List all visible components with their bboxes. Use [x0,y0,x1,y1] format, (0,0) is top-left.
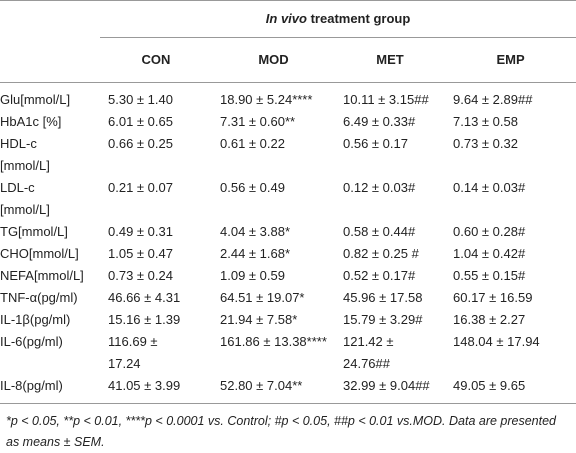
value-cell: 0.61 ± 0.22 [220,136,285,151]
row-label: HDL-c [mmol/L] [0,136,50,173]
row-label: TG[mmol/L] [0,224,68,239]
table-row: TG[mmol/L] 0.49 ± 0.31 4.04 ± 3.88* 0.58 ± … [0,221,576,243]
value-cell: 6.49 ± 0.33# [343,114,416,129]
value-cell: 18.90 ± 5.24**** [220,92,313,107]
table-row: NEFA[mmol/L] 0.73 ± 0.24 1.09 ± 0.59 0.52 ±… [0,265,576,287]
column-header: MET [335,37,445,83]
row-label: NEFA[mmol/L] [0,268,84,283]
value-cell: 60.17 ± 16.59 [453,290,533,305]
table-row: Glu[mmol/L] 5.30 ± 1.40 18.90 ± 5.24**** 10… [0,83,576,112]
footnote: *p < 0.05, **p < 0.01, ****p < 0.0001 vs… [6,414,557,449]
group-title-rest: treatment group [310,11,411,26]
row-label: TNF-α(pg/ml) [0,290,78,305]
row-label: CHO[mmol/L] [0,246,79,261]
value-cell: 0.82 ± 0.25 # [343,246,419,261]
value-cell: 0.56 ± 0.17 [343,136,408,151]
table-row: IL-8(pg/ml) 41.05 ± 3.99 52.80 ± 7.04** 32.… [0,375,576,404]
value-cell: 116.69 ± 17.24 [108,334,158,371]
column-header: EMP [445,37,576,83]
value-cell: 9.64 ± 2.89## [453,92,533,107]
value-cell: 15.79 ± 3.29# [343,312,423,327]
value-cell: 1.04 ± 0.42# [453,246,526,261]
value-cell: 0.55 ± 0.15# [453,268,526,283]
group-title-italic: In vivo [265,11,307,26]
table-row: HbA1c [%] 6.01 ± 0.65 7.31 ± 0.60** 6.49 ± … [0,111,576,133]
value-cell: 46.66 ± 4.31 [108,290,181,305]
column-header: CON [100,37,212,83]
value-cell: 41.05 ± 3.99 [100,375,212,404]
value-cell: 64.51 ± 19.07* [220,290,305,305]
value-cell: 32.99 ± 9.04## [335,375,445,404]
data-table: In vivo treatment group CON MOD MET EMP Glu… [0,0,576,404]
value-cell: 0.21 ± 0.07 [108,180,173,195]
value-cell: 6.01 ± 0.65 [108,114,173,129]
row-label: Glu[mmol/L] [0,92,71,107]
value-cell: 10.11 ± 3.15## [343,92,429,107]
table-row: TNF-α(pg/ml) 46.66 ± 4.31 64.51 ± 19.07* 45… [0,287,576,309]
table-row: IL-1β(pg/ml) 15.16 ± 1.39 21.94 ± 7.58* 15.… [0,309,576,331]
value-cell: 1.09 ± 0.59 [220,268,285,283]
value-cell: 0.56 ± 0.49 [220,180,285,195]
value-cell: 7.31 ± 0.60** [220,114,296,129]
value-cell: 0.73 ± 0.32 [453,136,518,151]
value-cell: 121.42 ± 24.76## [343,334,394,371]
column-header: MOD [212,37,335,83]
value-cell: 148.04 ± 17.94 [453,334,540,349]
value-cell: 4.04 ± 3.88* [220,224,291,239]
table-row: HDL-c [mmol/L] 0.66 ± 0.25 0.61 ± 0.22 0.56… [0,133,576,177]
table-row: IL-6(pg/ml) 116.69 ± 17.24 161.86 ± 13.38*… [0,331,576,375]
table-row: CHO[mmol/L] 1.05 ± 0.47 2.44 ± 1.68* 0.82 ±… [0,243,576,265]
value-cell: 0.66 ± 0.25 [108,136,173,151]
value-cell: 16.38 ± 2.27 [453,312,526,327]
value-cell: 52.80 ± 7.04** [212,375,335,404]
value-cell: 0.60 ± 0.28# [453,224,526,239]
group-title: In vivo treatment group [100,0,576,38]
value-cell: 45.96 ± 17.58 [343,290,423,305]
value-cell: 0.12 ± 0.03# [343,180,416,195]
value-cell: 21.94 ± 7.58* [220,312,298,327]
value-cell: 1.05 ± 0.47 [108,246,173,261]
row-label: IL-8(pg/ml) [0,375,100,404]
value-cell: 161.86 ± 13.38**** [220,334,327,349]
value-cell: 0.73 ± 0.24 [108,268,173,283]
row-label: HbA1c [%] [0,114,62,129]
value-cell: 0.58 ± 0.44# [343,224,416,239]
value-cell: 0.14 ± 0.03# [453,180,526,195]
value-cell: 0.52 ± 0.17# [343,268,416,283]
value-cell: 2.44 ± 1.68* [220,246,291,261]
value-cell: 0.49 ± 0.31 [108,224,173,239]
row-label: IL-6(pg/ml) [0,334,63,349]
row-label: IL-1β(pg/ml) [0,312,71,327]
table-row: LDL-c [mmol/L] 0.21 ± 0.07 0.56 ± 0.49 0.12… [0,177,576,221]
corner [0,37,100,83]
value-cell: 7.13 ± 0.58 [453,114,518,129]
value-cell: 15.16 ± 1.39 [108,312,181,327]
value-cell: 5.30 ± 1.40 [108,92,173,107]
value-cell: 49.05 ± 9.65 [445,375,576,404]
row-label: LDL-c [mmol/L] [0,180,50,217]
